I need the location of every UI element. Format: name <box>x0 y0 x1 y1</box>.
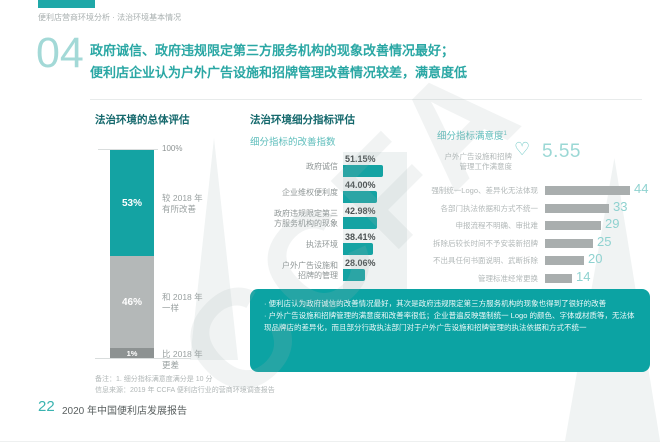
divider <box>90 99 642 100</box>
summary-box: 便利店认为政府诚信的改善情况最好，其次是政府违规限定第三方服务机构的现象也得到了… <box>250 289 650 372</box>
satisfaction-bar <box>545 203 609 213</box>
stacked-segment: 53% <box>110 150 154 256</box>
improvement-bar <box>343 191 377 203</box>
satisfaction-value-label: 33 <box>613 198 628 214</box>
improvement-bar <box>343 217 377 229</box>
satisfaction-category-label: 管理标准经常更换 <box>478 274 538 283</box>
satisfaction-value-label: 25 <box>597 233 612 249</box>
improvement-category-label: 政府诚信 <box>250 154 338 180</box>
overall-stacked-bar-chart: 100% 53% 46% 1% 较 2018 年有所改善和 2018 年一样比 20… <box>95 140 245 370</box>
headline-line-1: 政府诚信、政府违规限定第三方服务机构的现象改善情况最好； <box>90 43 455 58</box>
top-accent-tab <box>38 0 95 8</box>
stacked-bar: 53% 46% 1% <box>110 150 154 358</box>
breadcrumb: 便利店营商环境分析 · 法治环境基本情况 <box>38 13 182 22</box>
improvement-value-label: 51.15% <box>345 154 376 164</box>
satisfaction-value-label: 14 <box>576 269 591 284</box>
improvement-bar <box>343 269 365 281</box>
satisfaction-value-label: 20 <box>588 251 603 267</box>
label-line: 有所改善 <box>162 204 197 215</box>
improvement-category-label: 企业维权便利度 <box>250 180 338 206</box>
improvement-category-label: 户外广告设施和 招牌的管理 <box>250 258 338 284</box>
kpi-label-line-1: 户外广告设施和招牌 <box>444 152 513 161</box>
note-line: 备注：1. 细分指标满意度满分是 10 分 <box>95 376 213 383</box>
label-line: 执法环境 <box>306 240 338 249</box>
overall-chart-title: 法治环境的总体评估 <box>95 114 190 126</box>
kpi-value: 5.55 <box>542 141 581 162</box>
improvement-bar <box>343 243 373 255</box>
satisfaction-value-label: 29 <box>605 216 620 232</box>
satisfaction-subtitle: 细分指标满意度1 <box>437 128 507 142</box>
improvement-value-label: 38.41% <box>345 232 376 242</box>
satisfaction-row: 申报流程不明确、审批难 29 <box>407 216 660 234</box>
improvement-row: 执法环境 38.41% <box>250 232 418 258</box>
satisfaction-bar <box>545 186 630 195</box>
kpi-label: 户外广告设施和招牌 管理工作满意度 <box>408 152 513 172</box>
satisfaction-row: 管理标准经常更换 14 <box>407 269 660 287</box>
improvement-row: 户外广告设施和 招牌的管理 28.06% <box>250 258 418 284</box>
page-number: 22 <box>38 398 55 415</box>
satisfaction-bar <box>545 238 593 248</box>
label-line: 政府诚信 <box>306 162 338 171</box>
axis-baseline <box>95 358 191 359</box>
stacked-segment: 46% <box>110 256 154 348</box>
source-line: 信息来源：2019 年 CCFA 便利店行业的营商环境调查报告 <box>95 387 275 394</box>
improvement-value-label: 42.98% <box>345 206 376 216</box>
axis-max-gridline <box>98 149 158 150</box>
page-title: 政府诚信、政府违规限定第三方服务机构的现象改善情况最好； 便利店企业认为户外广告… <box>90 40 467 84</box>
label-line: 户外广告设施和 <box>282 261 338 270</box>
satisfaction-category-label: 强制统一Logo、差异化无法体现 <box>431 186 538 195</box>
satisfaction-category-label: 拆除后较长时间不予安装新招牌 <box>433 238 538 248</box>
satisfaction-category-label: 申报流程不明确、审批难 <box>455 221 539 231</box>
footnote-marker: 1 <box>503 130 507 137</box>
summary-bullet-list: 便利店认为政府诚信的改善情况最好，其次是政府违规限定第三方服务机构的现象也得到了… <box>264 298 638 334</box>
satisfaction-title-text: 细分指标满意度 <box>437 131 504 142</box>
segment-category-label: 和 2018 年一样 <box>162 292 214 315</box>
improvement-subtitle: 细分指标的改善指数 <box>250 137 336 148</box>
label-line: 比 2018 年 <box>162 349 203 359</box>
improvement-row: 企业维权便利度 44.00% <box>250 180 418 206</box>
axis-max-label: 100% <box>162 144 183 153</box>
label-line: 较 2018 年 <box>162 193 203 203</box>
improvement-value-label: 44.00% <box>345 180 376 190</box>
stacked-segment: 1% <box>110 348 154 358</box>
satisfaction-bar <box>545 221 601 231</box>
label-line: 政府违规限定第三 <box>274 209 338 218</box>
kpi-label-line-2: 管理工作满意度 <box>459 162 513 172</box>
improvement-row: 政府诚信 51.15% <box>250 154 418 180</box>
headline-line-2: 便利店企业认为户外广告设施和招牌管理改善情况较差，满意度低 <box>90 65 468 81</box>
improvement-category-label: 执法环境 <box>250 232 338 258</box>
satisfaction-row: 各部门执法依据和方式不统一 33 <box>407 198 660 217</box>
improvement-bar-chart: 政府诚信 51.15% 企业维权便利度 44.00% 政府违规限定第三 方服务机构的现象 4… <box>250 152 418 290</box>
label-line: 更差 <box>162 360 180 371</box>
improvement-row: 政府违规限定第三 方服务机构的现象 42.98% <box>250 206 418 232</box>
summary-bullet: 户外广告设施和招牌管理的满意度和改善率很低；企业普遍反映强制统一 Logo 的颜… <box>264 310 638 334</box>
satisfaction-category-label: 各部门执法依据和方式不统一 <box>440 203 539 213</box>
improvement-bar <box>343 165 383 177</box>
satisfaction-value-label: 44 <box>634 181 649 196</box>
detail-chart-title: 法治环境细分指标评估 <box>250 114 355 126</box>
label-line: 企业维权便利度 <box>282 188 338 197</box>
summary-bullet: 便利店认为政府诚信的改善情况最好，其次是政府违规限定第三方服务机构的现象也得到了… <box>264 298 638 310</box>
section-number: 04 <box>36 29 84 77</box>
segment-category-label: 较 2018 年有所改善 <box>162 193 214 216</box>
heart-icon: ♡ <box>514 139 531 159</box>
segment-category-label: 比 2018 年更差 <box>162 349 214 372</box>
satisfaction-row: 拆除后较长时间不予安装新招牌 25 <box>407 233 660 252</box>
label-line: 招牌的管理 <box>298 271 338 280</box>
footer-report-title: 2020 年中国便利店发展报告 <box>62 406 188 417</box>
satisfaction-row: 强制统一Logo、差异化无法体现 44 <box>407 181 660 199</box>
label-line: 一样 <box>162 303 180 314</box>
label-line: 和 2018 年 <box>162 292 203 302</box>
improvement-category-label: 政府违规限定第三 方服务机构的现象 <box>250 206 338 232</box>
label-line: 方服务机构的现象 <box>274 219 338 228</box>
satisfaction-bar <box>545 274 572 283</box>
improvement-value-label: 28.06% <box>345 258 376 268</box>
satisfaction-category-label: 不出具任何书面说明、武断拆除 <box>433 256 538 266</box>
satisfaction-bar <box>545 256 584 266</box>
satisfaction-bar-chart: 强制统一Logo、差异化无法体现 44 各部门执法依据和方式不统一 33 申报流程不明确… <box>407 181 660 290</box>
satisfaction-row: 不出具任何书面说明、武断拆除 20 <box>407 251 660 269</box>
